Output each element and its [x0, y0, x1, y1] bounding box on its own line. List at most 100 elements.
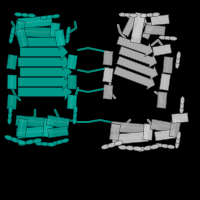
Ellipse shape: [56, 140, 64, 144]
Polygon shape: [58, 30, 63, 46]
Polygon shape: [145, 25, 165, 35]
Polygon shape: [7, 95, 17, 109]
Polygon shape: [163, 74, 167, 90]
Polygon shape: [70, 95, 73, 109]
Polygon shape: [155, 132, 175, 137]
Polygon shape: [154, 129, 176, 141]
Polygon shape: [17, 129, 53, 134]
Polygon shape: [111, 125, 149, 130]
Polygon shape: [7, 54, 17, 70]
Ellipse shape: [5, 135, 13, 140]
Ellipse shape: [15, 12, 22, 16]
Ellipse shape: [114, 141, 123, 146]
Ellipse shape: [61, 139, 69, 143]
Polygon shape: [54, 29, 66, 47]
Ellipse shape: [65, 36, 69, 43]
Ellipse shape: [51, 141, 59, 145]
Ellipse shape: [21, 13, 29, 17]
Polygon shape: [112, 131, 148, 145]
Polygon shape: [103, 67, 113, 83]
Polygon shape: [67, 95, 77, 109]
Polygon shape: [22, 34, 66, 50]
Ellipse shape: [177, 52, 181, 59]
Polygon shape: [113, 124, 117, 140]
Polygon shape: [109, 123, 121, 141]
Ellipse shape: [73, 111, 77, 119]
Ellipse shape: [8, 116, 11, 124]
Ellipse shape: [18, 141, 27, 146]
Polygon shape: [14, 20, 26, 36]
Polygon shape: [46, 119, 49, 137]
Ellipse shape: [108, 143, 116, 147]
Polygon shape: [150, 119, 174, 133]
Ellipse shape: [73, 116, 76, 124]
Ellipse shape: [11, 137, 19, 143]
Ellipse shape: [67, 27, 71, 34]
Polygon shape: [112, 135, 148, 140]
Ellipse shape: [101, 144, 110, 149]
Polygon shape: [20, 64, 72, 80]
Polygon shape: [134, 13, 141, 43]
Ellipse shape: [119, 13, 127, 17]
Ellipse shape: [47, 143, 55, 146]
Ellipse shape: [176, 56, 180, 64]
Ellipse shape: [150, 145, 159, 149]
Ellipse shape: [175, 141, 179, 148]
Polygon shape: [146, 124, 149, 140]
Polygon shape: [67, 54, 77, 70]
Polygon shape: [19, 29, 26, 47]
Ellipse shape: [118, 145, 127, 150]
Ellipse shape: [180, 106, 184, 113]
Polygon shape: [106, 68, 109, 82]
Ellipse shape: [40, 16, 48, 20]
Ellipse shape: [126, 146, 134, 150]
Ellipse shape: [66, 31, 70, 39]
Polygon shape: [10, 55, 13, 69]
Polygon shape: [114, 66, 155, 89]
Polygon shape: [17, 125, 53, 139]
Ellipse shape: [140, 14, 148, 17]
Polygon shape: [172, 116, 188, 119]
Polygon shape: [130, 12, 146, 44]
Polygon shape: [48, 129, 68, 134]
Ellipse shape: [11, 27, 15, 34]
Polygon shape: [16, 118, 28, 138]
Polygon shape: [122, 15, 138, 37]
Polygon shape: [103, 51, 113, 65]
Ellipse shape: [74, 106, 77, 114]
Polygon shape: [50, 23, 60, 37]
Ellipse shape: [180, 101, 184, 109]
Ellipse shape: [33, 138, 42, 143]
Ellipse shape: [161, 144, 169, 148]
Ellipse shape: [9, 36, 13, 43]
Polygon shape: [169, 118, 181, 138]
Polygon shape: [157, 92, 167, 108]
Polygon shape: [53, 23, 56, 37]
Polygon shape: [10, 95, 13, 109]
Polygon shape: [172, 119, 177, 137]
Ellipse shape: [137, 147, 146, 151]
Polygon shape: [10, 75, 13, 89]
Ellipse shape: [155, 143, 163, 147]
Polygon shape: [7, 75, 17, 89]
Polygon shape: [18, 19, 52, 24]
Polygon shape: [153, 47, 171, 52]
Ellipse shape: [175, 61, 179, 68]
Polygon shape: [159, 73, 171, 91]
Ellipse shape: [146, 13, 154, 17]
Polygon shape: [19, 119, 24, 137]
Polygon shape: [16, 119, 54, 124]
Ellipse shape: [26, 140, 34, 144]
Polygon shape: [166, 57, 169, 73]
Polygon shape: [151, 15, 169, 25]
Polygon shape: [18, 84, 72, 100]
Polygon shape: [145, 28, 165, 31]
Polygon shape: [16, 26, 54, 38]
Polygon shape: [67, 75, 77, 89]
Polygon shape: [117, 36, 153, 57]
Polygon shape: [18, 54, 70, 70]
Ellipse shape: [144, 146, 152, 150]
Ellipse shape: [159, 36, 167, 39]
Ellipse shape: [129, 13, 137, 17]
Polygon shape: [18, 74, 70, 90]
